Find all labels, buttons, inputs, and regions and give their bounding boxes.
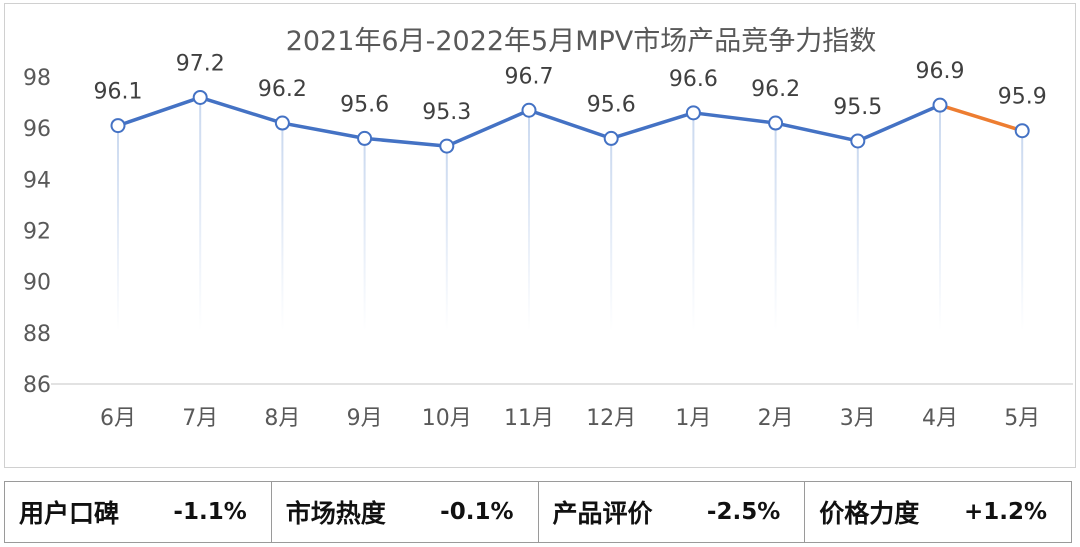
data-point (521, 102, 537, 118)
data-label: 95.6 (587, 92, 636, 117)
drop-line (692, 112, 695, 331)
line-segment (445, 108, 531, 148)
data-label: 96.2 (751, 77, 800, 102)
x-tick-label: 5月 (1004, 406, 1040, 431)
metric-value: -2.5% (706, 499, 781, 525)
x-tick-label: 8月 (264, 406, 300, 431)
metric-market-heat: 市场热度 -0.1% (272, 482, 539, 542)
metric-value: +1.2% (963, 499, 1047, 525)
y-tick-label: 92 (23, 220, 51, 245)
drop-line (1021, 130, 1024, 331)
data-point (110, 118, 126, 134)
drop-line (939, 105, 941, 332)
drop-line (445, 146, 448, 331)
x-tick-label: 4月 (922, 406, 958, 431)
line-segment (773, 121, 860, 143)
data-label: 96.2 (258, 77, 307, 102)
data-label: 96.7 (505, 64, 554, 89)
metric-value: -1.1% (173, 499, 247, 525)
data-point (850, 133, 866, 149)
drop-line (199, 97, 202, 331)
line-segment (691, 111, 778, 125)
metric-value: -0.1% (440, 499, 514, 525)
line-segment (856, 103, 942, 143)
x-tick-label: 1月 (675, 406, 711, 431)
drop-line (363, 138, 366, 331)
metrics-bar: 用户口碑 -1.1% 市场热度 -0.1% 产品评价 -2.5% 价格力度 +1… (4, 481, 1072, 543)
data-point (768, 115, 784, 131)
data-point (1014, 123, 1030, 139)
metric-price-strength: 价格力度 +1.2% (805, 482, 1071, 542)
line-chart: 2021年6月-2022年5月MPV市场产品竞争力指数 86 88 90 92 94 96… (23, 26, 1073, 431)
data-label: 96.6 (669, 67, 718, 92)
data-point (357, 130, 373, 146)
x-tick-label: 6月 (100, 406, 136, 431)
data-label: 96.1 (94, 80, 143, 105)
y-tick-label: 90 (23, 271, 51, 296)
data-point (192, 89, 208, 105)
metric-label: 用户口碑 (19, 499, 120, 528)
data-label: 95.6 (340, 92, 389, 117)
x-tick-label: 12月 (586, 406, 636, 431)
line-segment (527, 108, 613, 141)
data-point (603, 130, 619, 146)
data-label: 96.9 (916, 59, 965, 84)
data-label: 95.3 (422, 100, 471, 125)
chart-container: 2021年6月-2022年5月MPV市场产品竞争力指数 86 88 90 92 94 96… (4, 3, 1076, 468)
line-segment (938, 103, 1024, 133)
y-tick-label: 96 (23, 117, 51, 142)
line-segment (609, 111, 696, 141)
drop-line (774, 123, 777, 331)
drop-line (610, 138, 613, 331)
x-tick-label: 3月 (840, 406, 876, 431)
data-label: 95.9 (998, 85, 1047, 110)
metric-label: 价格力度 (819, 499, 920, 528)
drop-line (528, 110, 530, 331)
y-tick-label: 98 (23, 66, 51, 91)
y-tick-label: 88 (23, 322, 51, 347)
drop-line (856, 140, 859, 331)
x-tick-label: 11月 (504, 406, 554, 431)
data-label: 95.5 (833, 95, 882, 120)
drop-line (281, 123, 284, 331)
data-point (439, 138, 455, 154)
data-point (274, 115, 290, 131)
x-tick-label: 9月 (347, 406, 383, 431)
y-tick-label: 86 (23, 373, 51, 398)
data-point (685, 105, 701, 121)
x-tick-label: 7月 (182, 406, 218, 431)
metric-user-reputation: 用户口碑 -1.1% (5, 482, 272, 542)
line-segment (280, 121, 367, 141)
data-point (932, 97, 948, 113)
x-tick-label: 10月 (422, 406, 472, 431)
metric-label: 市场热度 (285, 499, 386, 528)
line-segment (116, 95, 202, 128)
line-segment (362, 136, 449, 148)
chart-title: 2021年6月-2022年5月MPV市场产品竞争力指数 (286, 26, 877, 57)
data-label: 97.2 (176, 51, 225, 76)
metric-label: 产品评价 (552, 499, 653, 528)
x-tick-label: 2月 (758, 406, 794, 431)
line-segment (198, 95, 285, 125)
drop-line (117, 125, 119, 331)
y-tick-label: 94 (23, 168, 51, 193)
metric-product-rating: 产品评价 -2.5% (539, 482, 806, 542)
